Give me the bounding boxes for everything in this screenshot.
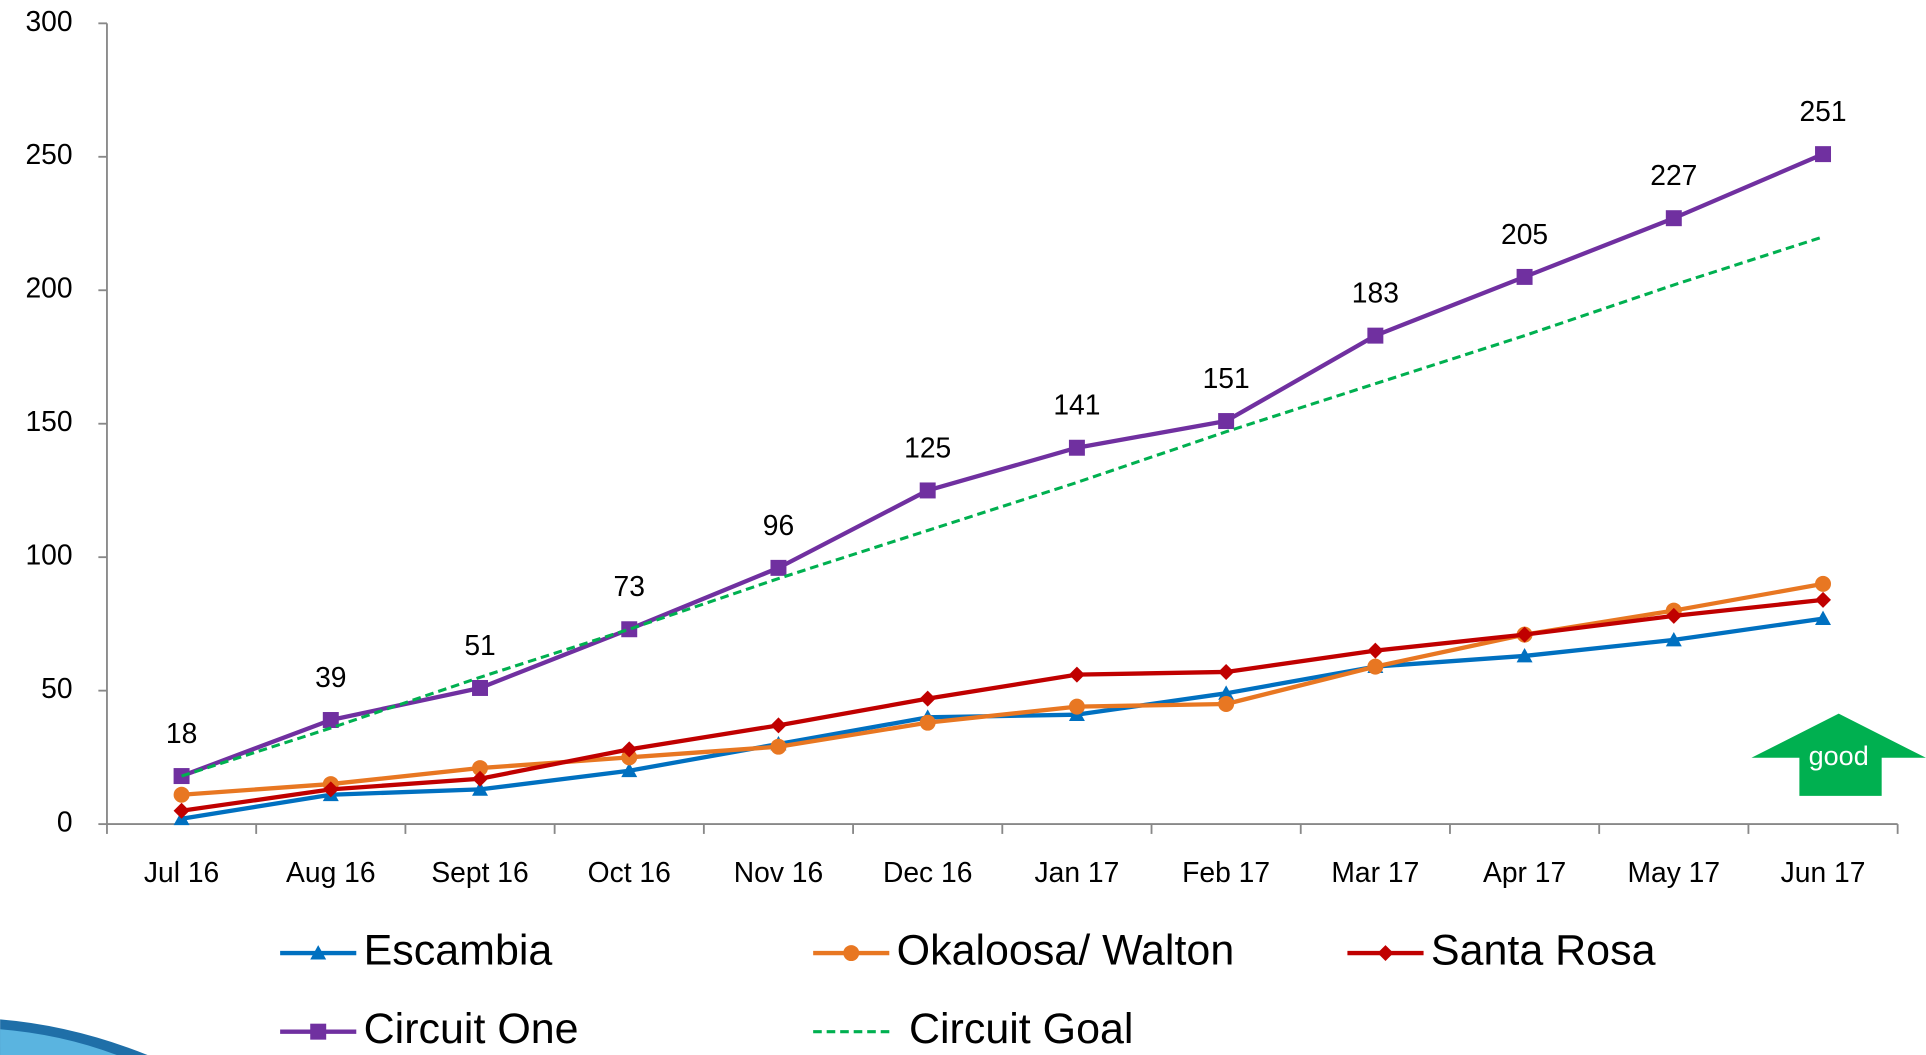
series-line (181, 597, 1824, 813)
marker (1665, 210, 1682, 227)
x-tick-label: Jul 16 (144, 856, 219, 888)
marker (173, 786, 190, 803)
marker (1367, 658, 1384, 675)
data-label: 96 (763, 509, 794, 541)
marker (1815, 591, 1832, 608)
legend-label: Circuit Goal (909, 1005, 1133, 1053)
marker (919, 714, 936, 731)
legend-label: Santa Rosa (1431, 926, 1656, 974)
marker (621, 621, 638, 638)
marker (472, 679, 489, 696)
annotation: good (1809, 741, 1869, 771)
marker (843, 945, 860, 962)
series-line (181, 581, 1824, 797)
marker (770, 717, 787, 734)
marker (1815, 575, 1832, 592)
series-line (180, 152, 1824, 779)
marker (1218, 663, 1235, 680)
y-tick-label: 0 (57, 806, 73, 838)
x-tick-label: Jun 17 (1781, 856, 1866, 888)
x-tick-label: Sept 16 (431, 856, 528, 888)
data-label: 251 (1799, 95, 1846, 127)
marker (621, 749, 638, 766)
series-line (181, 616, 1824, 821)
x-tick-label: Dec 16 (883, 856, 972, 888)
y-tick-label: 150 (25, 405, 72, 437)
marker (621, 762, 638, 778)
x-tick-label: May 17 (1628, 856, 1721, 888)
x-tick-label: Jan 17 (1035, 856, 1120, 888)
marker (1516, 268, 1533, 285)
marker (1665, 631, 1682, 647)
marker (1218, 413, 1235, 430)
marker (1068, 698, 1085, 715)
marker (322, 712, 339, 728)
legend-label: Okaloosa/ Walton (897, 926, 1235, 974)
y-tick-label: 50 (41, 672, 72, 704)
y-tick-label: 100 (25, 539, 72, 571)
marker (322, 781, 339, 798)
marker (1367, 642, 1384, 659)
marker (1516, 647, 1533, 663)
marker (1516, 626, 1533, 643)
data-label: 51 (464, 629, 495, 661)
data-label: 141 (1053, 389, 1100, 421)
decoration (0, 1029, 117, 1055)
data-label: 73 (614, 570, 645, 602)
data-label: 39 (315, 661, 346, 693)
data-label: 18 (166, 717, 197, 749)
series-line (181, 235, 1824, 778)
marker (1815, 610, 1832, 625)
data-label: 183 (1352, 277, 1399, 309)
legend-label: Circuit One (364, 1005, 579, 1053)
arrow-shape (1751, 713, 1926, 796)
marker (173, 802, 190, 819)
marker (1068, 439, 1085, 456)
marker (1815, 146, 1832, 163)
marker (472, 781, 489, 796)
x-tick-label: Apr 17 (1483, 856, 1566, 888)
data-label: 151 (1203, 362, 1250, 394)
data-label: 125 (904, 431, 951, 463)
marker (621, 741, 638, 758)
y-tick-label: 250 (25, 138, 72, 170)
marker (919, 482, 936, 499)
marker (310, 945, 327, 960)
marker (310, 1023, 327, 1040)
marker (919, 690, 936, 707)
marker (1068, 666, 1085, 683)
marker (1218, 696, 1235, 712)
marker (1377, 945, 1394, 962)
marker (1218, 685, 1235, 700)
x-tick-label: Feb 17 (1182, 856, 1270, 888)
y-tick-label: 300 (25, 5, 72, 37)
legend-label: Escambia (364, 926, 553, 974)
data-label: 227 (1650, 159, 1697, 191)
marker (770, 559, 787, 576)
x-tick-label: Oct 16 (588, 856, 671, 888)
y-tick-label: 200 (25, 272, 72, 304)
x-tick-label: Mar 17 (1331, 856, 1419, 888)
marker (1665, 607, 1682, 624)
marker (1367, 327, 1384, 344)
x-tick-label: Aug 16 (286, 856, 376, 888)
marker (472, 760, 489, 777)
x-tick-label: Nov 16 (734, 856, 823, 888)
marker (770, 738, 787, 755)
data-label: 205 (1501, 218, 1548, 250)
good-arrow: good (1751, 713, 1926, 796)
